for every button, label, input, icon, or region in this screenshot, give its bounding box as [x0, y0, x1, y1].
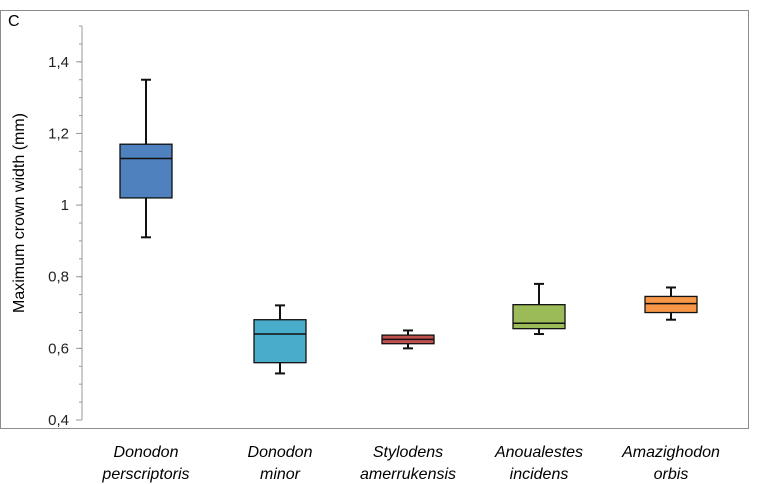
y-tick-label: 1,2	[48, 125, 69, 142]
box-iqr	[119, 143, 173, 199]
box-iqr	[644, 295, 698, 314]
box-group	[119, 78, 173, 239]
y-tick-label: 0,8	[48, 269, 69, 286]
category-label-line2: incidens	[510, 466, 569, 483]
box-group	[644, 286, 698, 321]
category-label-line2: orbis	[654, 466, 689, 483]
category-label-line1: Anoualestes	[494, 444, 583, 461]
y-axis-label: Maximum crown width (mm)	[11, 113, 28, 313]
box-group	[253, 304, 307, 375]
y-axis: 0,4 0,6 0,8 1 1,2 1,4	[48, 25, 83, 429]
category-label-line2: minor	[260, 466, 301, 483]
category-label-line2: amerrukensis	[360, 466, 456, 483]
y-tick-label: 1,4	[48, 54, 69, 71]
y-tick-label: 0,6	[48, 340, 69, 357]
category-label-line1: Stylodens	[373, 444, 443, 461]
panel-label: C	[8, 13, 20, 30]
box-iqr	[253, 319, 307, 364]
box-series	[119, 78, 698, 375]
category-label-line2: perscriptoris	[101, 466, 189, 483]
box-group	[381, 329, 435, 350]
box-group	[512, 282, 566, 336]
plot-frame	[0, 10, 749, 429]
category-label-line1: Donodon	[114, 444, 179, 461]
y-tick-label: 0,4	[48, 412, 69, 429]
category-label-line1: Amazighodon	[621, 444, 720, 461]
y-tick-label: 1	[61, 197, 69, 214]
category-label-line1: Donodon	[248, 444, 313, 461]
x-axis-labels: Donodon perscriptoris Donodon minor Styloden…	[101, 444, 720, 483]
box-iqr	[512, 304, 566, 330]
